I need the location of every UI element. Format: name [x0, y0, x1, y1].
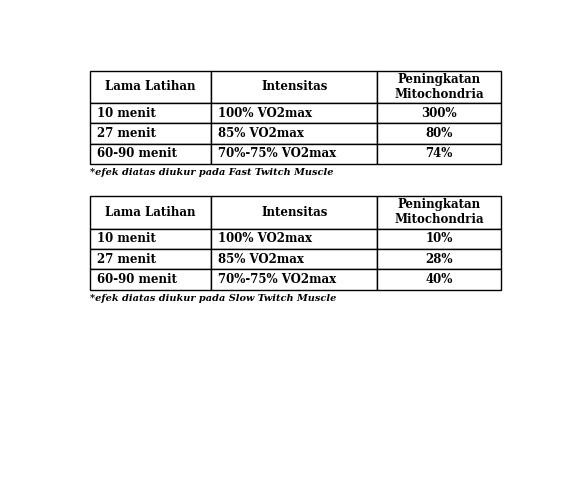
Text: 85% VO2max: 85% VO2max [218, 252, 304, 266]
Text: Lama Latihan: Lama Latihan [105, 206, 196, 219]
Bar [377, 196, 501, 229]
Text: Intensitas: Intensitas [261, 206, 327, 219]
Text: Intensitas: Intensitas [261, 80, 327, 93]
Bar [211, 196, 377, 229]
Bar [211, 229, 377, 249]
Bar [90, 103, 211, 123]
Text: 60-90 menit: 60-90 menit [97, 273, 177, 286]
Bar [90, 196, 211, 229]
Text: 27 menit: 27 menit [97, 252, 156, 266]
Text: 70%-75% VO2max: 70%-75% VO2max [218, 273, 336, 286]
Bar [377, 71, 501, 103]
Bar [377, 269, 501, 290]
Text: Peningkatan
Mitochondria: Peningkatan Mitochondria [394, 73, 484, 101]
Bar [211, 103, 377, 123]
Text: 60-90 menit: 60-90 menit [97, 147, 177, 160]
Bar [90, 144, 211, 164]
Text: Lama Latihan: Lama Latihan [105, 80, 196, 93]
Text: 10%: 10% [425, 232, 453, 245]
Bar [211, 71, 377, 103]
Text: 100% VO2max: 100% VO2max [218, 107, 312, 120]
Bar [90, 123, 211, 144]
Text: *efek diatas diukur pada Fast Twitch Muscle: *efek diatas diukur pada Fast Twitch Mus… [90, 168, 334, 178]
Bar [211, 269, 377, 290]
Text: Peningkatan
Mitochondria: Peningkatan Mitochondria [394, 198, 484, 227]
Bar [90, 229, 211, 249]
Bar [211, 144, 377, 164]
Text: 85% VO2max: 85% VO2max [218, 127, 304, 140]
Text: 27 menit: 27 menit [97, 127, 156, 140]
Text: 10 menit: 10 menit [97, 232, 156, 245]
Bar [377, 103, 501, 123]
Bar [377, 229, 501, 249]
Bar [377, 249, 501, 269]
Text: 28%: 28% [425, 252, 453, 266]
Bar [211, 249, 377, 269]
Bar [377, 123, 501, 144]
Bar [90, 249, 211, 269]
Bar [377, 144, 501, 164]
Text: 74%: 74% [425, 147, 453, 160]
Text: 100% VO2max: 100% VO2max [218, 232, 312, 245]
Text: 10 menit: 10 menit [97, 107, 156, 120]
Text: 300%: 300% [421, 107, 457, 120]
Text: 70%-75% VO2max: 70%-75% VO2max [218, 147, 336, 160]
Bar [90, 71, 211, 103]
Text: *efek diatas diukur pada Slow Twitch Muscle: *efek diatas diukur pada Slow Twitch Mus… [90, 294, 336, 303]
Text: 80%: 80% [425, 127, 453, 140]
Text: 40%: 40% [425, 273, 453, 286]
Bar [211, 123, 377, 144]
Bar [90, 269, 211, 290]
